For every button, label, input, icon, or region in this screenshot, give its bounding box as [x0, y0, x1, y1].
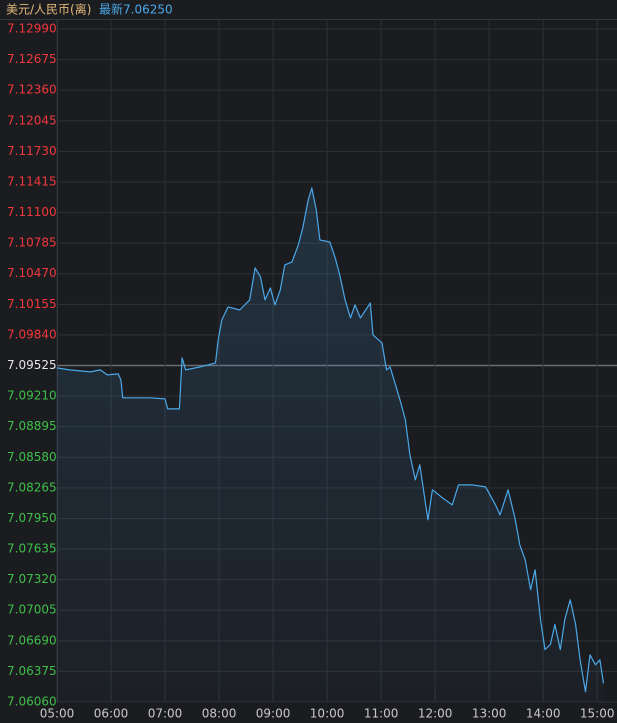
x-tick-label: 15:00 [580, 707, 615, 721]
chart-title: 美元/人民币(离) [6, 2, 91, 17]
price-line [56, 187, 605, 693]
y-tick-label: 7.10785 [7, 236, 57, 250]
y-tick-label: 7.06690 [7, 633, 57, 647]
x-tick-label: 14:00 [526, 707, 561, 721]
x-tick-label: 08:00 [202, 707, 237, 721]
y-tick-label: 7.12045 [7, 113, 57, 127]
y-tick-label: 7.08580 [7, 450, 57, 464]
y-tick-label: 7.07320 [7, 572, 57, 586]
area-fill [57, 188, 604, 702]
x-tick-label: 13:00 [472, 707, 507, 721]
latest-price: 最新7.06250 [99, 2, 173, 17]
y-tick-label: 7.12360 [7, 83, 57, 97]
y-tick-label: 7.09210 [7, 389, 57, 403]
x-tick-label: 07:00 [148, 707, 183, 721]
y-tick-label: 7.11730 [7, 144, 57, 158]
y-tick-label: 7.07005 [7, 603, 57, 617]
x-tick-label: 12:00 [418, 707, 453, 721]
y-tick-label: 7.12990 [7, 22, 57, 36]
x-tick-label: 06:00 [94, 707, 129, 721]
y-tick-label: 7.11100 [7, 205, 57, 219]
y-tick-label: 7.09840 [7, 327, 57, 341]
y-tick-label: 7.12675 [7, 52, 57, 66]
y-tick-label: 7.07635 [7, 542, 57, 556]
y-tick-label: 7.10155 [7, 297, 57, 311]
x-tick-label: 05:00 [40, 707, 75, 721]
y-tick-label: 7.08895 [7, 419, 57, 433]
x-tick-label: 10:00 [310, 707, 345, 721]
y-tick-label: 7.11415 [7, 174, 57, 188]
y-tick-label: 7.06375 [7, 664, 57, 678]
x-tick-label: 09:00 [256, 707, 291, 721]
y-tick-label: 7.10470 [7, 266, 57, 280]
y-tick-label: 7.07950 [7, 511, 57, 525]
y-tick-label: 7.09525 [7, 358, 57, 372]
y-tick-label: 7.06060 [7, 695, 57, 709]
y-tick-label: 7.08265 [7, 480, 57, 494]
x-tick-label: 11:00 [364, 707, 399, 721]
